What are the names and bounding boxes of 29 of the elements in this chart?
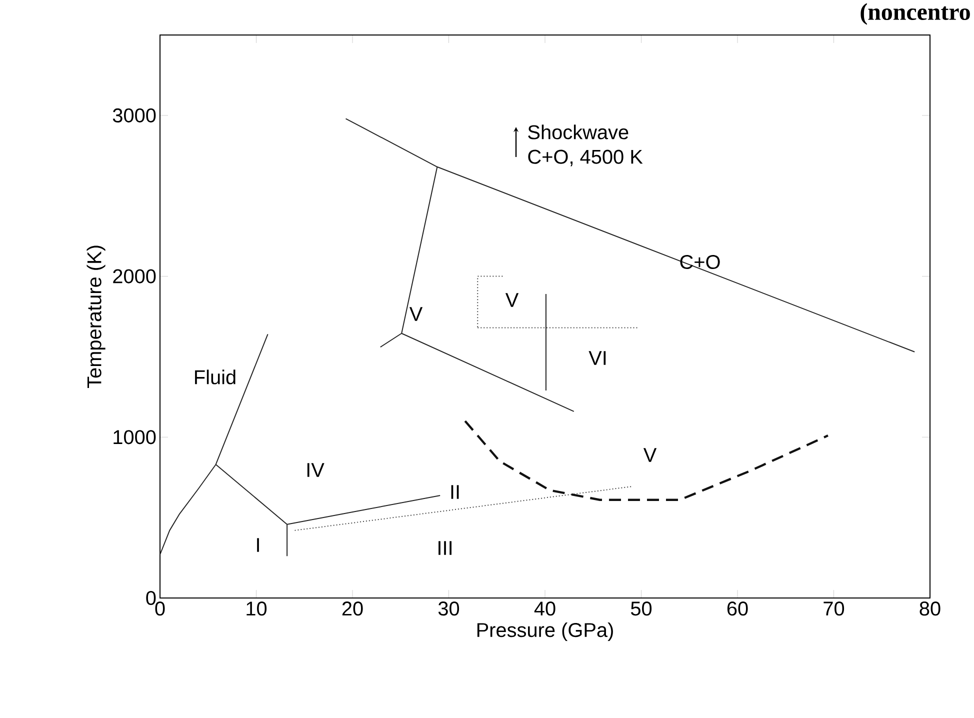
annotation: II xyxy=(451,485,459,499)
x-tick-label: 80 xyxy=(920,602,940,616)
x-tick-label: 60 xyxy=(727,602,748,616)
text: (noncentro xyxy=(860,3,970,25)
y-tick-label: 2000 xyxy=(113,269,156,284)
x-tick-label: 70 xyxy=(824,602,844,616)
annotation: VI xyxy=(588,351,606,365)
annotation: V xyxy=(643,448,657,462)
x-tick-label: 10 xyxy=(246,602,267,616)
x-axis-title: Pressure (GPa) xyxy=(477,622,613,642)
x-tick-label: 30 xyxy=(438,602,460,616)
x-tick-label: 50 xyxy=(630,602,652,616)
annotation: IV xyxy=(307,463,324,477)
y-tick-label: 0 xyxy=(146,590,156,606)
annotation: C+O, 4500 K xyxy=(528,150,643,166)
y-tick-label: 1000 xyxy=(114,430,156,444)
x-tick-label: 40 xyxy=(534,602,556,616)
annotation: III xyxy=(438,541,452,555)
annotation: V xyxy=(505,293,519,307)
annotation: Shockwave xyxy=(528,124,628,140)
x-tick-label: 20 xyxy=(342,602,363,616)
y-tick-label: 3000 xyxy=(112,108,156,122)
y-axis-title: Temperature (K) xyxy=(86,246,106,388)
annotation: I xyxy=(257,538,259,552)
annotation: V xyxy=(409,307,423,321)
annotation: Fluid xyxy=(195,370,236,384)
x-tick-label: 0 xyxy=(155,602,165,616)
line-series xyxy=(464,420,830,501)
annotation: C+O xyxy=(680,254,720,270)
